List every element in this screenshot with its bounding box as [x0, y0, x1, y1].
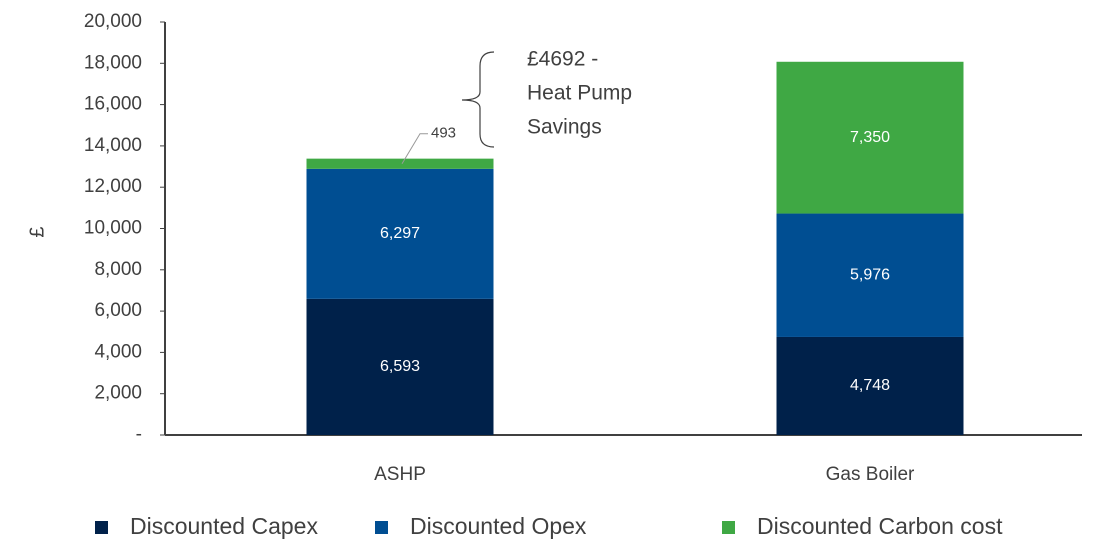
bar-segment	[306, 298, 494, 435]
legend-swatch	[722, 521, 735, 534]
y-tick-label: 16,000	[84, 94, 142, 115]
bar-segment	[306, 158, 494, 169]
y-tick-label: 12,000	[84, 176, 142, 197]
leader-line	[401, 133, 428, 164]
annotation-text: £4692 -	[527, 48, 598, 71]
legend-swatch	[375, 521, 388, 534]
y-tick-label: 14,000	[84, 135, 142, 156]
x-tick-label: ASHP	[374, 464, 426, 485]
bar-segment	[776, 61, 964, 214]
y-tick-label: 18,000	[84, 52, 142, 73]
data-label: 4,748	[850, 377, 890, 394]
legend-label: Discounted Capex	[130, 513, 318, 539]
legend-label: Discounted Carbon cost	[757, 513, 1003, 539]
data-label: 493	[431, 125, 456, 142]
annotation-text: Heat Pump	[527, 82, 632, 105]
y-tick-label: 8,000	[94, 259, 142, 280]
y-tick-label: 10,000	[84, 218, 142, 239]
x-tick-label: Gas Boiler	[826, 464, 915, 485]
annotation-text: Savings	[527, 116, 602, 139]
bar-segment	[776, 336, 964, 435]
bar-segment	[306, 168, 494, 299]
data-label: 6,297	[380, 225, 420, 242]
y-tick-label: 4,000	[94, 341, 142, 362]
bar-segment	[776, 213, 964, 337]
data-label: 7,350	[850, 129, 890, 146]
savings-brace	[461, 51, 495, 148]
data-label: 6,593	[380, 358, 420, 375]
y-tick-label: 20,000	[84, 11, 142, 32]
y-tick-label: 2,000	[94, 383, 142, 404]
legend-swatch	[95, 521, 108, 534]
y-tick-label: 6,000	[94, 300, 142, 321]
legend-label: Discounted Opex	[410, 513, 587, 539]
data-label: 5,976	[850, 266, 890, 283]
y-axis-label: £	[26, 226, 48, 237]
y-tick-label: -	[136, 424, 142, 445]
